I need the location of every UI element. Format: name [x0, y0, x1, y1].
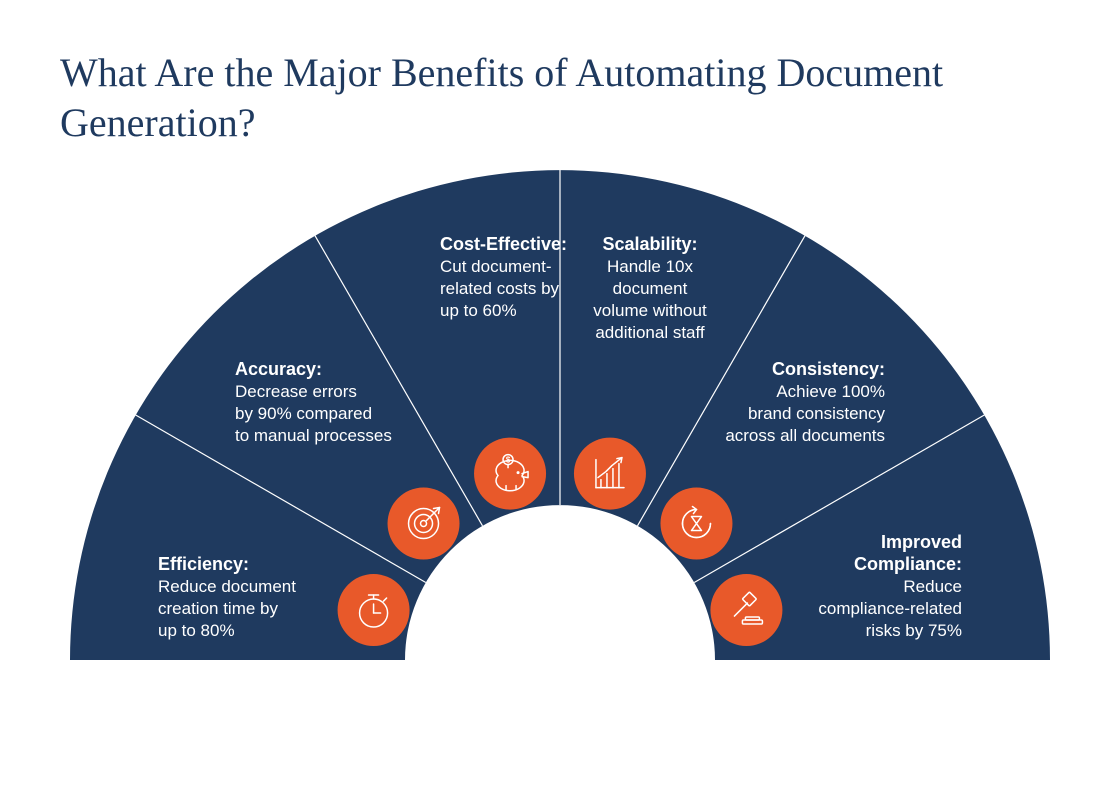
stopwatch-icon — [338, 574, 410, 646]
segment-desc-line: Cut document- — [440, 257, 552, 276]
segment-desc-line: across all documents — [725, 426, 885, 445]
segment-desc-line: volume without — [593, 301, 707, 320]
gavel-icon — [710, 574, 782, 646]
segment-title: Scalability: — [602, 234, 697, 254]
segment-desc-line: to manual processes — [235, 426, 392, 445]
segment-title: Improved — [881, 532, 962, 552]
segment-desc-line: Handle 10x — [607, 257, 694, 276]
segment-title: Efficiency: — [158, 554, 249, 574]
segment-desc-line: by 90% compared — [235, 404, 372, 423]
segment-desc-line: Achieve 100% — [776, 382, 885, 401]
segment-desc-line: risks by 75% — [866, 621, 962, 640]
segment-desc-line: up to 80% — [158, 621, 235, 640]
segment-title: Accuracy: — [235, 359, 322, 379]
piggy-bank-icon: $ — [474, 438, 546, 510]
segment-desc-line: document — [613, 279, 688, 298]
segment-desc-line: Reduce — [903, 577, 962, 596]
benefits-semicircle-chart: Efficiency: Reduce document creation time … — [70, 170, 1050, 690]
segment-desc-line: compliance-related — [818, 599, 962, 618]
segment-desc-line: Reduce document — [158, 577, 296, 596]
segment-desc-line: brand consistency — [748, 404, 886, 423]
page-title: What Are the Major Benefits of Automatin… — [60, 48, 1120, 148]
segment-desc-line: Decrease errors — [235, 382, 357, 401]
segment-title: Cost-Effective: — [440, 234, 567, 254]
svg-text:$: $ — [506, 456, 511, 465]
target-icon — [388, 488, 460, 560]
segment-title: Consistency: — [772, 359, 885, 379]
growth-chart-icon — [574, 438, 646, 510]
segment-title: Compliance: — [854, 554, 962, 574]
segment-desc-line: up to 60% — [440, 301, 517, 320]
cycle-icon — [660, 488, 732, 560]
segment-desc-line: related costs by — [440, 279, 560, 298]
segment-desc-line: creation time by — [158, 599, 278, 618]
segment-desc-line: additional staff — [595, 323, 705, 342]
